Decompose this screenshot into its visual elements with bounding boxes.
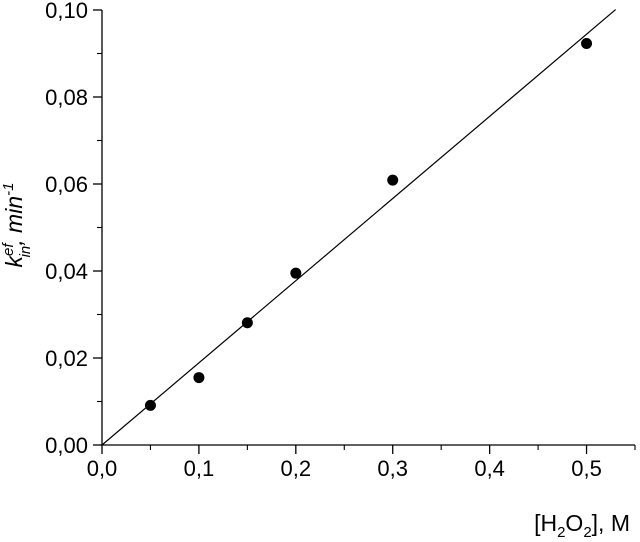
axes-layer [101, 10, 635, 446]
y-axis-title-exp: -1 [0, 183, 17, 196]
x-tick-label: 0,2 [281, 456, 312, 481]
y-tick-label: 0,00 [45, 433, 88, 458]
y-tick-label: 0,08 [45, 85, 88, 110]
y-axis-title-sub: in [17, 246, 34, 258]
data-point [387, 174, 399, 186]
fit-layer [101, 9, 617, 446]
x-tick-label: 0,5 [571, 456, 602, 481]
y-axis-title-rest: , min [1, 196, 27, 246]
x-axis-title-sub2: 2 [583, 524, 591, 537]
data-point [290, 267, 302, 279]
data-point [193, 372, 205, 384]
points-layer [144, 37, 593, 411]
y-tick-label: 0,02 [45, 346, 88, 371]
x-tick-label: 0,3 [377, 456, 408, 481]
x-axis-title-sub1: 2 [557, 524, 565, 537]
y-axis-title: kefin, min-1 [0, 183, 34, 268]
fit-line [101, 9, 617, 446]
y-tick-label: 0,04 [45, 259, 88, 284]
data-point [144, 399, 156, 411]
x-axis-title-close: ], M [592, 510, 630, 536]
x-axis-title-mid: O [565, 510, 583, 536]
data-point [581, 37, 593, 49]
y-axis-title-k: k [1, 254, 27, 267]
y-axis-title-sup: ef [0, 242, 17, 256]
y-tick-label: 0,06 [45, 172, 88, 197]
ticks-layer: 0,00 0,02 0,04 0,06 0,08 0,10 0,0 0,1 0,2 0,3 0,4 0… [45, 0, 636, 481]
x-axis-title: [H2O2], M [534, 510, 630, 537]
x-axis-title-open: [H [534, 510, 557, 536]
y-tick-label: 0,10 [45, 0, 88, 23]
x-tick-label: 0,0 [87, 456, 118, 481]
x-tick-label: 0,4 [474, 456, 505, 481]
data-point [241, 317, 253, 329]
x-tick-label: 0,1 [184, 456, 215, 481]
